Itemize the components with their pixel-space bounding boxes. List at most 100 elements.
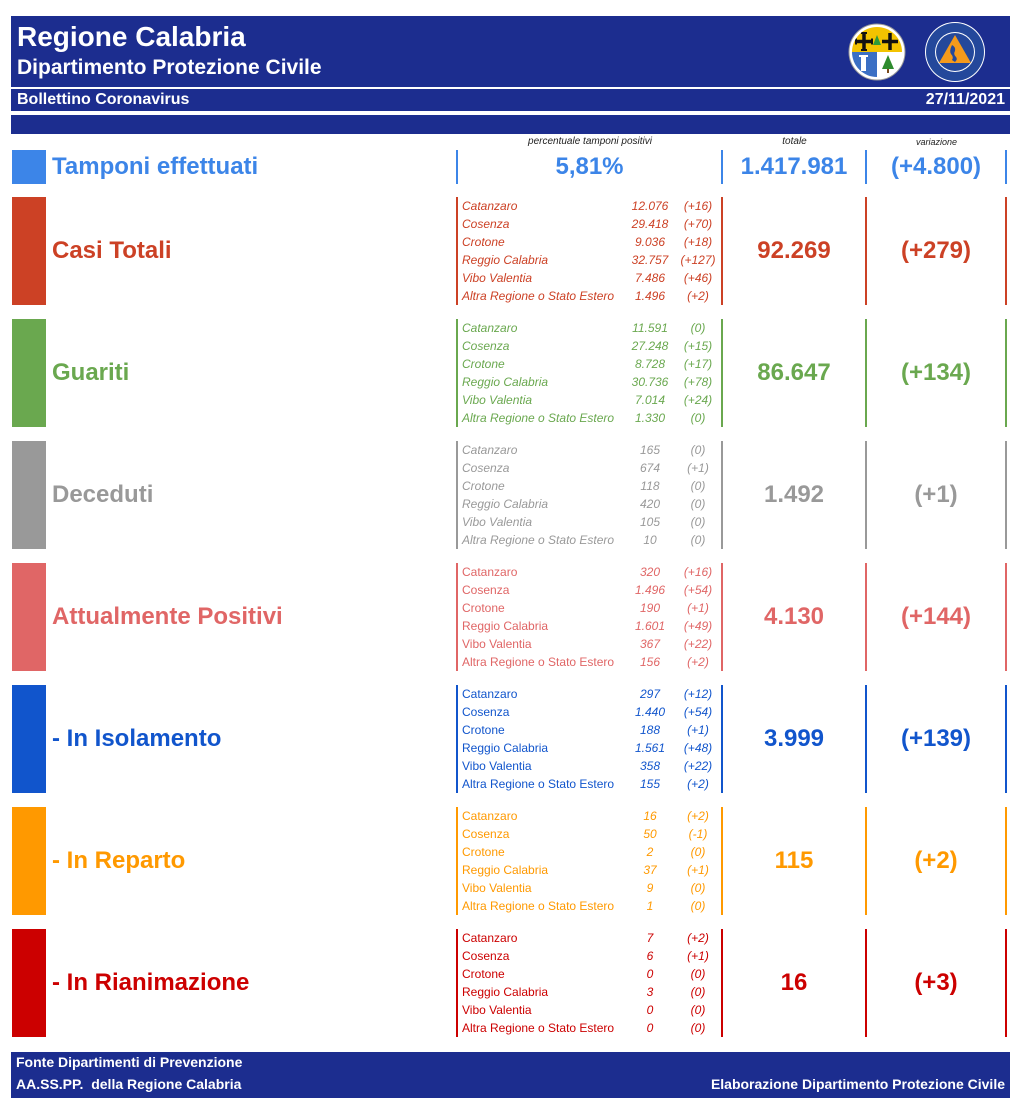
footer-source-line1: Fonte Dipartimenti di Prevenzione	[16, 1054, 243, 1070]
bulletin-title: Bollettino Coronavirus	[17, 91, 190, 108]
province-variation: (0)	[690, 533, 706, 547]
province-variation: (+49)	[683, 619, 713, 633]
column-divider	[456, 197, 458, 305]
province-list: Catanzaro 320 (+16) Cosenza 1.496 (+54) Croton…	[462, 563, 719, 671]
province-name: Vibo Valentia	[462, 271, 533, 285]
province-row: Catanzaro 320 (+16)	[462, 563, 719, 581]
province-row: Cosenza 1.496 (+54)	[462, 581, 719, 599]
province-value: 0	[646, 1003, 654, 1017]
province-row: Catanzaro 7 (+2)	[462, 929, 719, 947]
province-value: 105	[639, 515, 661, 529]
category-row: - In Rianimazione Catanzaro 7 (+2) Cosenza 6 (…	[0, 929, 1024, 1037]
province-name: Catanzaro	[462, 687, 518, 701]
province-name: Vibo Valentia	[462, 881, 532, 895]
tamponi-row: Tamponi effettuati 5,81% 1.417.981 (+4.8…	[0, 150, 1024, 184]
category-variation: (+134)	[900, 359, 972, 386]
column-header-percent: percentuale tamponi positivi	[528, 136, 652, 147]
province-row: Reggio Calabria 30.736 (+78)	[462, 373, 719, 391]
province-row: Altra Regione o Stato Estero 0 (0)	[462, 1019, 719, 1037]
column-divider	[456, 150, 458, 184]
province-variation: (+2)	[687, 777, 709, 791]
province-variation: (+17)	[683, 357, 713, 371]
province-value: 9.036	[634, 235, 666, 249]
province-value: 16	[643, 809, 657, 823]
province-name: Cosenza	[462, 217, 510, 231]
province-variation: (+16)	[683, 199, 713, 213]
province-variation: (+78)	[683, 375, 713, 389]
province-name: Reggio Calabria	[462, 985, 549, 999]
province-name: Altra Regione o Stato Estero	[462, 899, 615, 913]
province-variation: (+22)	[683, 637, 713, 651]
province-value: 30.736	[631, 375, 669, 389]
category-color-block	[12, 197, 46, 305]
column-divider	[865, 807, 867, 915]
column-divider	[456, 319, 458, 427]
province-value: 420	[639, 497, 661, 511]
category-variation: (+139)	[900, 725, 972, 752]
category-label: Casi Totali	[52, 237, 172, 264]
column-divider	[721, 197, 723, 305]
province-variation: (0)	[690, 1021, 706, 1035]
calabria-coat-of-arms-icon	[848, 23, 906, 81]
column-header-total: totale	[782, 136, 807, 147]
province-name: Altra Regione o Stato Estero	[462, 1021, 615, 1035]
protezione-civile-logo-icon	[925, 22, 985, 82]
province-name: Reggio Calabria	[462, 863, 549, 877]
category-variation: (+279)	[900, 237, 972, 264]
province-variation: (+48)	[683, 741, 713, 755]
category-row: Guariti Catanzaro 11.591 (0) Cosenza 27.248 (+…	[0, 319, 1024, 427]
province-variation: (+1)	[687, 461, 709, 475]
province-row: Vibo Valentia 7.014 (+24)	[462, 391, 719, 409]
province-name: Cosenza	[462, 339, 510, 353]
province-value: 1	[646, 899, 654, 913]
province-variation: (+16)	[683, 565, 713, 579]
province-value: 297	[639, 687, 661, 701]
province-name: Reggio Calabria	[462, 253, 549, 267]
tamponi-color-block	[12, 150, 46, 184]
province-row: Altra Regione o Stato Estero 155 (+2)	[462, 775, 719, 793]
province-value: 674	[639, 461, 661, 475]
category-row: Attualmente Positivi Catanzaro 320 (+16) Cos…	[0, 563, 1024, 671]
province-variation: (0)	[690, 967, 706, 981]
category-color-block	[12, 929, 46, 1037]
province-value: 3	[646, 985, 654, 999]
province-value: 1.601	[634, 619, 666, 633]
province-list: Catanzaro 16 (+2) Cosenza 50 (-1) Crotone 2 (0) R…	[462, 807, 719, 915]
province-variation: (+24)	[683, 393, 713, 407]
province-row: Altra Regione o Stato Estero 1 (0)	[462, 897, 719, 915]
province-value: 7	[646, 931, 654, 945]
province-name: Vibo Valentia	[462, 393, 533, 407]
province-value: 1.561	[634, 741, 666, 755]
province-name: Altra Regione o Stato Estero	[462, 533, 615, 547]
province-value: 1.330	[634, 411, 666, 425]
province-name: Cosenza	[462, 583, 510, 597]
province-value: 190	[639, 601, 661, 615]
province-list: Catanzaro 7 (+2) Cosenza 6 (+1) Crotone 0 (0) Reg…	[462, 929, 719, 1037]
province-variation: (-1)	[688, 827, 708, 841]
province-value: 118	[640, 479, 660, 493]
province-value: 358	[639, 759, 661, 773]
province-value: 32.757	[631, 253, 669, 267]
column-divider	[865, 150, 867, 184]
category-row: - In Reparto Catanzaro 16 (+2) Cosenza 50 (-1)…	[0, 807, 1024, 915]
province-value: 37	[643, 863, 657, 877]
province-name: Reggio Calabria	[462, 375, 549, 389]
province-variation: (0)	[690, 845, 706, 859]
province-name: Crotone	[462, 967, 505, 981]
province-value: 7.014	[634, 393, 666, 407]
column-divider	[1005, 150, 1007, 184]
province-value: 29.418	[631, 217, 669, 231]
category-color-block	[12, 319, 46, 427]
column-divider	[456, 441, 458, 549]
category-total: 86.647	[757, 359, 831, 386]
province-row: Crotone 118 (0)	[462, 477, 719, 495]
province-name: Crotone	[462, 723, 505, 737]
footer-credit: Elaborazione Dipartimento Protezione Civ…	[710, 1076, 1005, 1092]
province-variation: (+2)	[687, 655, 709, 669]
province-name: Catanzaro	[462, 809, 518, 823]
province-row: Cosenza 50 (-1)	[462, 825, 719, 843]
province-variation: (0)	[690, 321, 706, 335]
province-variation: (+1)	[687, 863, 709, 877]
column-divider	[1005, 441, 1007, 549]
province-variation: (0)	[690, 1003, 706, 1017]
